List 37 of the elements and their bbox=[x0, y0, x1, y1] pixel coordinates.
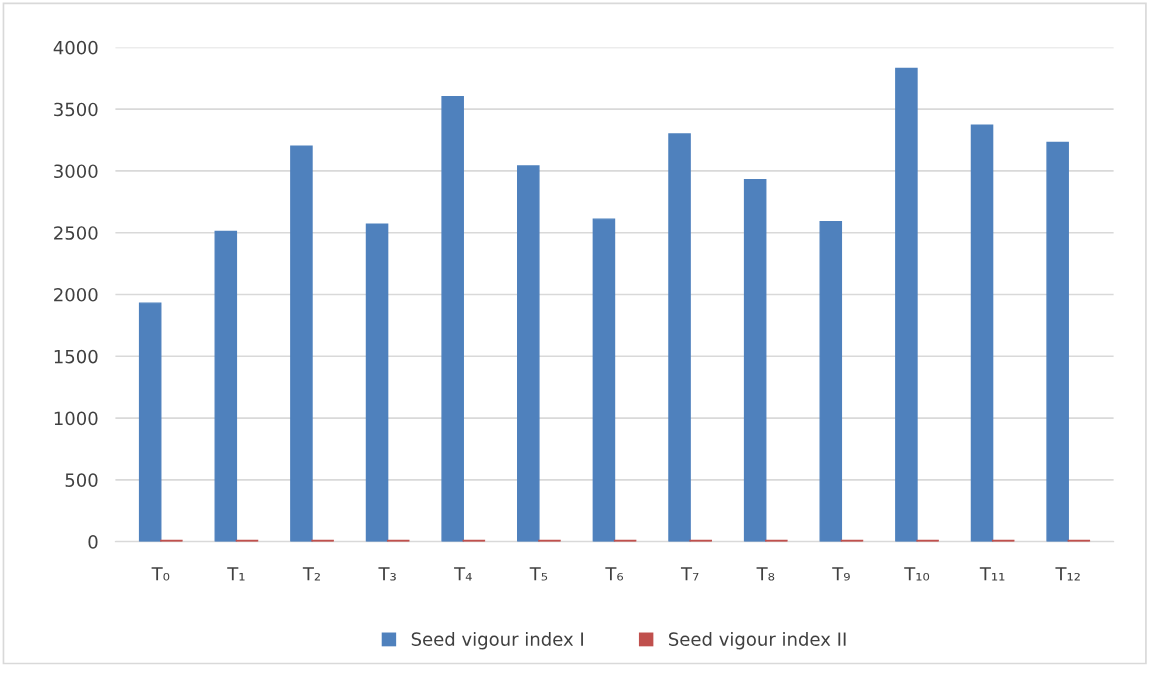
x-tick-label: T₀ bbox=[151, 567, 170, 581]
y-tick-label: 3000 bbox=[54, 164, 98, 179]
x-tick-label: T₉ bbox=[832, 567, 850, 581]
bar bbox=[441, 96, 464, 542]
y-tick-label: 2500 bbox=[54, 226, 98, 240]
y-tick-label: 0 bbox=[88, 535, 98, 549]
y-tick-label: 4000 bbox=[53, 40, 98, 55]
bar bbox=[214, 230, 238, 542]
bar bbox=[517, 165, 540, 542]
bar bbox=[819, 220, 843, 542]
bar bbox=[1046, 141, 1069, 542]
x-tick-label: T₁₁ bbox=[979, 567, 1005, 581]
x-tick-label: T₁₂ bbox=[1055, 567, 1080, 581]
x-tick-label: T₆ bbox=[605, 567, 624, 581]
x-tick-label: T₃ bbox=[378, 567, 396, 581]
bar bbox=[592, 218, 616, 542]
x-tick-label: T₈ bbox=[756, 567, 775, 581]
x-tick-label: T₁₀ bbox=[904, 567, 930, 581]
x-tick-label: T₇ bbox=[680, 567, 699, 581]
bar bbox=[895, 67, 918, 542]
y-tick-label: 3500 bbox=[54, 102, 98, 117]
x-tick-label: T₁ bbox=[227, 567, 245, 581]
y-tick-label: 500 bbox=[65, 473, 98, 487]
bar bbox=[138, 302, 162, 542]
bar bbox=[668, 133, 691, 542]
bar bbox=[365, 223, 389, 542]
bar bbox=[290, 145, 313, 542]
legend-label: Seed vigour index I bbox=[411, 631, 583, 650]
bar bbox=[970, 124, 994, 542]
x-tick-label: T₂ bbox=[302, 567, 321, 581]
x-tick-label: T₅ bbox=[529, 567, 548, 581]
x-tick-label: T₄ bbox=[454, 567, 472, 581]
y-tick-label: 1500 bbox=[54, 349, 98, 364]
bar bbox=[743, 178, 767, 542]
legend-label: Seed vigour index II bbox=[669, 631, 846, 650]
y-tick-label: 1000 bbox=[54, 411, 98, 426]
y-tick-label: 2000 bbox=[54, 287, 98, 302]
